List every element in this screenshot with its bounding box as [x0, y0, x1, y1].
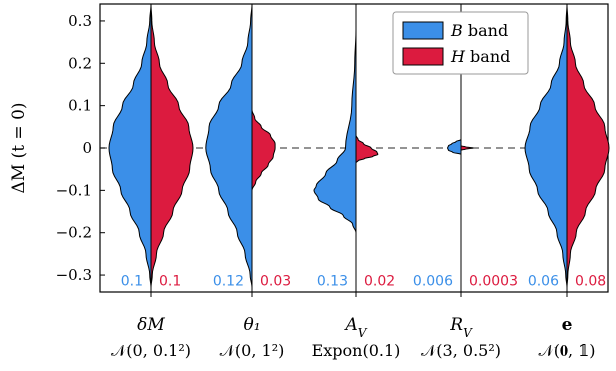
y-tick-label: 0.2 [68, 54, 92, 72]
category-label: δM [137, 315, 165, 335]
category-label: RV [449, 315, 473, 340]
violin-b-band [205, 3, 253, 288]
category-label: θ₁ [243, 315, 260, 335]
width-label-b: 0.1 [121, 274, 143, 290]
violin-h-band [355, 135, 379, 164]
width-label-b: 0.06 [528, 274, 559, 290]
legend-swatch [402, 47, 444, 66]
legend-label: B band [450, 21, 508, 40]
y-tick-label: 0.3 [68, 12, 92, 30]
width-label-h: 0.02 [364, 274, 395, 290]
violin-h-band [251, 109, 276, 191]
width-label-h: 0.03 [260, 274, 291, 290]
category-label: AV [344, 315, 368, 340]
violin-h-band [460, 145, 475, 151]
violin-b-band [108, 3, 152, 288]
violin-b-band [313, 29, 357, 233]
y-axis-label: ΔM (t = 0) [9, 102, 29, 193]
distribution-label: 𝒩(0, 1²) [220, 341, 285, 360]
y-axis: −0.3 −0.2 −0.1 0 0.1 0.2 0.3 [56, 12, 105, 284]
y-tick-label: −0.2 [56, 224, 92, 242]
width-label-h: 0.1 [159, 274, 181, 290]
width-label-h: 0.0003 [469, 274, 518, 290]
width-label-b: 0.13 [317, 274, 348, 290]
width-label-b: 0.12 [213, 274, 244, 290]
violins: 0.1 0.1 0.12 0.03 0.13 0.02 0.006 0.0003 0.06 0.0… [108, 3, 610, 292]
y-tick-label: −0.1 [56, 181, 92, 199]
violin-b-band [447, 138, 462, 156]
legend: B band H band [392, 11, 529, 75]
violin-b-band [524, 3, 568, 288]
violin-h-band [150, 3, 194, 288]
distribution-label: 𝒩(𝟎, 𝟙) [538, 341, 595, 360]
legend-swatch [402, 21, 444, 40]
distribution-label: 𝒩(3, 0.5²) [421, 341, 501, 360]
distribution-label: Expon(0.1) [312, 341, 401, 360]
distribution-label: 𝒩(0, 0.1²) [111, 341, 191, 360]
category-label: e [562, 315, 573, 335]
width-label-b: 0.006 [413, 274, 453, 290]
legend-label: H band [450, 47, 510, 66]
y-tick-label: 0 [82, 139, 92, 157]
violin-h-band [566, 3, 610, 288]
y-tick-label: −0.3 [56, 266, 92, 284]
y-tick-label: 0.1 [68, 97, 92, 115]
width-label-h: 0.08 [575, 274, 606, 290]
